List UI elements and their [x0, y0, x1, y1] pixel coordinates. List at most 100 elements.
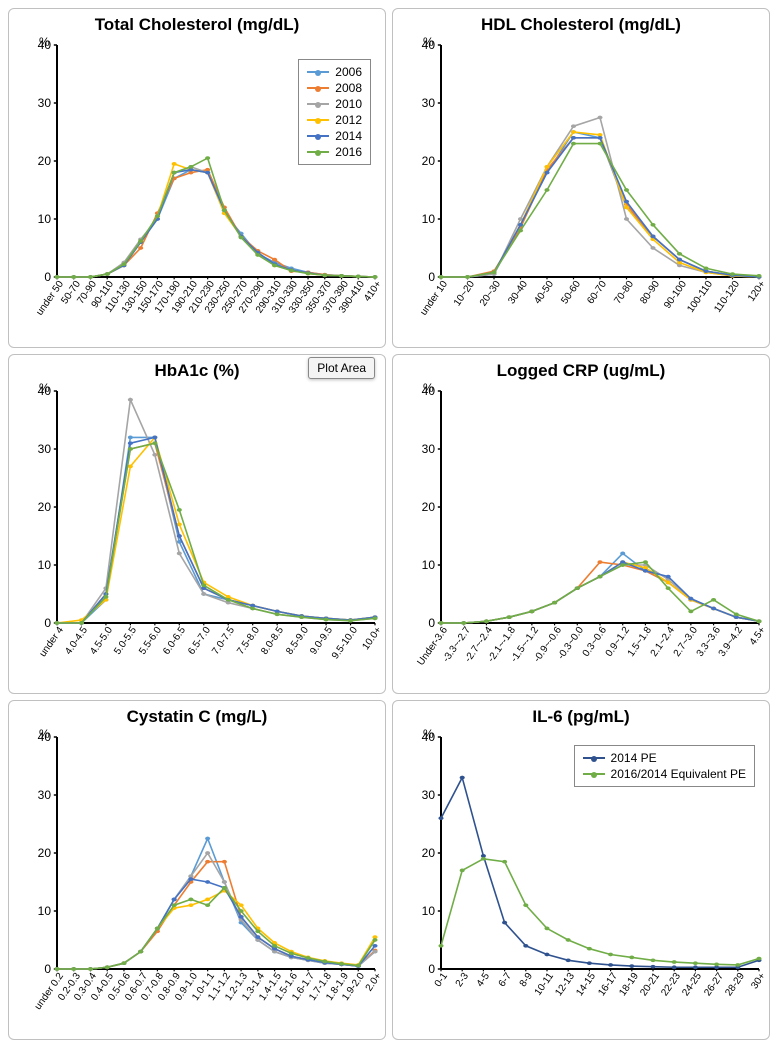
- chart-svg: [441, 391, 759, 623]
- legend-label: 2014: [335, 128, 362, 144]
- legend-swatch: [583, 757, 605, 759]
- y-tick: 20: [19, 846, 51, 860]
- y-tick: 0: [19, 616, 51, 630]
- x-tick: 20~30: [478, 279, 503, 308]
- series: [54, 156, 377, 279]
- series: [438, 130, 761, 279]
- x-tick: 24-25: [681, 971, 705, 998]
- legend-label: 2006: [335, 64, 362, 80]
- y-tick: 0: [403, 616, 435, 630]
- x-tick: 30+: [749, 971, 768, 991]
- y-tick: 40: [403, 384, 435, 398]
- x-tick: 14-15: [575, 971, 599, 998]
- chart-svg: [441, 45, 759, 277]
- series: [438, 130, 761, 279]
- x-ticks: 0-12-34-56-78-910-1112-1314-1516-1718-19…: [441, 971, 759, 1037]
- chart-svg: [57, 737, 375, 969]
- plot-area: [441, 391, 759, 623]
- legend-label: 2010: [335, 96, 362, 112]
- y-tick: 0: [19, 270, 51, 284]
- y-tick: 20: [19, 154, 51, 168]
- y-tick: 0: [19, 962, 51, 976]
- x-tick: 5.0-5.5: [113, 625, 140, 657]
- chart-legend: 200620082010201220142016: [298, 59, 371, 165]
- y-tick: 10: [403, 904, 435, 918]
- x-tick: 18-19: [617, 971, 641, 998]
- y-ticks: 010203040: [403, 391, 437, 623]
- x-tick: 20-21: [638, 971, 662, 998]
- series: [54, 837, 377, 971]
- y-tick: 0: [403, 270, 435, 284]
- x-ticks: under 5050-7070-9090-110110-130130-15015…: [57, 279, 375, 345]
- legend-swatch: [307, 103, 329, 105]
- charts-grid: Total Cholesterol (mg/dL)%010203040under…: [8, 8, 770, 1040]
- y-tick: 10: [403, 558, 435, 572]
- series: [54, 851, 377, 971]
- legend-label: 2016/2014 Equivalent PE: [611, 766, 746, 782]
- x-tick: 8.0-8.5: [259, 625, 286, 657]
- legend-swatch: [307, 87, 329, 89]
- x-ticks: under 0.20.2-0.30.3-0.40.4-0.50.5-0.60.6…: [57, 971, 375, 1037]
- x-tick: 410+: [362, 279, 384, 304]
- x-tick: 4.0-4.5: [64, 625, 91, 657]
- legend-label: 2008: [335, 80, 362, 96]
- y-tick: 40: [19, 730, 51, 744]
- series: [54, 398, 377, 625]
- series: [438, 116, 761, 279]
- series: [438, 563, 761, 625]
- y-tick: 20: [403, 500, 435, 514]
- y-tick: 20: [403, 154, 435, 168]
- x-tick: 12-13: [554, 971, 578, 998]
- x-tick: 110-120: [712, 279, 742, 315]
- chart-title: Cystatin C (mg/L): [13, 707, 381, 727]
- legend-item: 2012: [307, 112, 362, 128]
- series: [438, 142, 761, 279]
- chart-panel-hdl: HDL Cholesterol (mg/dL)%010203040under 1…: [392, 8, 770, 348]
- plot-area-button[interactable]: Plot Area: [308, 357, 375, 379]
- y-tick: 30: [19, 96, 51, 110]
- x-tick: 60-70: [585, 279, 609, 306]
- x-tick: 10~20: [451, 279, 476, 308]
- x-tick: 7.0-7.5: [210, 625, 237, 657]
- y-ticks: 010203040: [19, 737, 53, 969]
- series: [438, 136, 761, 279]
- chart-svg: [57, 391, 375, 623]
- chart-panel-crp: Logged CRP (ug/mL)%010203040Under-3.6-3.…: [392, 354, 770, 694]
- series: [438, 776, 761, 969]
- series: [438, 560, 761, 625]
- x-tick: 2.0+: [364, 971, 384, 993]
- chart-legend: 2014 PE2016/2014 Equivalent PE: [574, 745, 755, 787]
- y-tick: 10: [19, 212, 51, 226]
- chart-title: IL-6 (pg/mL): [397, 707, 765, 727]
- series: [54, 162, 377, 279]
- series: [54, 889, 377, 971]
- series: [54, 860, 377, 971]
- x-tick: 50-60: [559, 279, 583, 306]
- y-tick: 30: [19, 788, 51, 802]
- x-tick: 6-7: [496, 971, 513, 989]
- x-tick: under 10: [418, 279, 450, 318]
- series: [54, 877, 377, 971]
- series: [438, 560, 761, 625]
- legend-label: 2014 PE: [611, 750, 657, 766]
- x-tick: 80-90: [638, 279, 662, 306]
- legend-item: 2008: [307, 80, 362, 96]
- y-tick: 10: [19, 904, 51, 918]
- y-tick: 0: [403, 962, 435, 976]
- x-tick: 10-11: [533, 971, 556, 998]
- x-tick: 4.5+: [748, 625, 768, 647]
- legend-item: 2016/2014 Equivalent PE: [583, 766, 746, 782]
- chart-panel-il6: IL-6 (pg/mL)%0102030400-12-34-56-78-910-…: [392, 700, 770, 1040]
- x-tick: 8-9: [518, 971, 535, 989]
- x-tick: under 4: [38, 625, 66, 659]
- chart-title: HDL Cholesterol (mg/dL): [397, 15, 765, 35]
- y-tick: 20: [403, 846, 435, 860]
- y-tick: 10: [403, 212, 435, 226]
- y-ticks: 010203040: [403, 45, 437, 277]
- y-ticks: 010203040: [403, 737, 437, 969]
- x-tick: 0-1: [433, 971, 450, 989]
- x-tick: 30-40: [506, 279, 530, 306]
- legend-swatch: [307, 135, 329, 137]
- x-tick: 4.5-5.0: [88, 625, 115, 657]
- y-tick: 40: [403, 38, 435, 52]
